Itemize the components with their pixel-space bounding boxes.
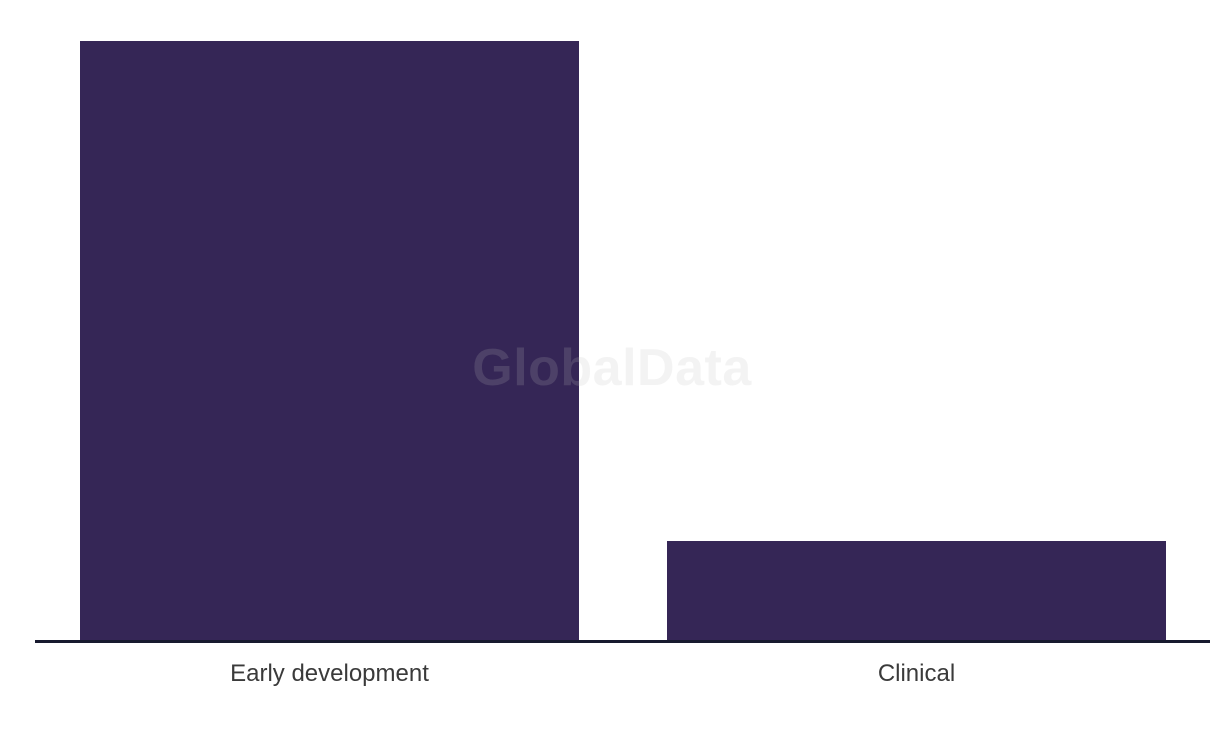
x-tick-label-clinical: Clinical <box>877 660 956 687</box>
x-axis-line <box>35 640 1210 643</box>
bar-early-development <box>80 41 579 641</box>
x-tick-label-early-development: Early development <box>230 660 429 687</box>
plot-area <box>0 41 1220 641</box>
bar-clinical <box>667 541 1166 641</box>
